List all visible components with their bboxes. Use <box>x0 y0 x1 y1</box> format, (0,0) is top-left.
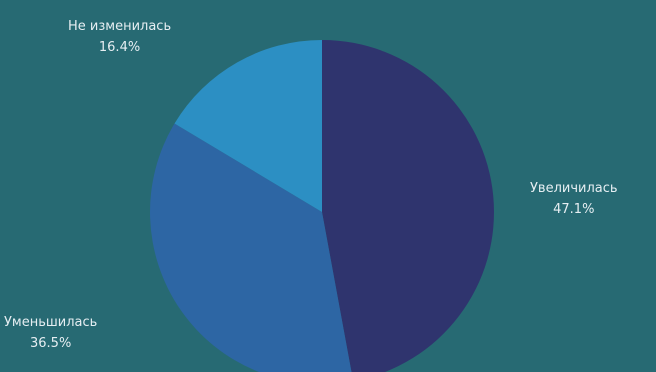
pie-slice-unchanged <box>174 40 322 212</box>
slice-percent-unchanged: 16.4% <box>98 40 141 55</box>
slice-percent-increased: 47.1% <box>553 202 595 217</box>
slice-label-increased: Увеличилась 47.1% <box>530 178 618 220</box>
slice-percent-decreased: 36.5% <box>30 336 72 351</box>
pie-slice-decreased <box>150 123 352 372</box>
slice-name-decreased: Уменьшилась <box>4 315 98 330</box>
pie-slice-increased <box>322 40 494 372</box>
slice-name-unchanged: Не изменилась <box>68 19 172 34</box>
slice-name-increased: Увеличилась <box>530 181 618 196</box>
slice-label-unchanged: Не изменилась 16.4% <box>68 16 171 58</box>
slice-label-decreased: Уменьшилась 36.5% <box>4 312 97 354</box>
